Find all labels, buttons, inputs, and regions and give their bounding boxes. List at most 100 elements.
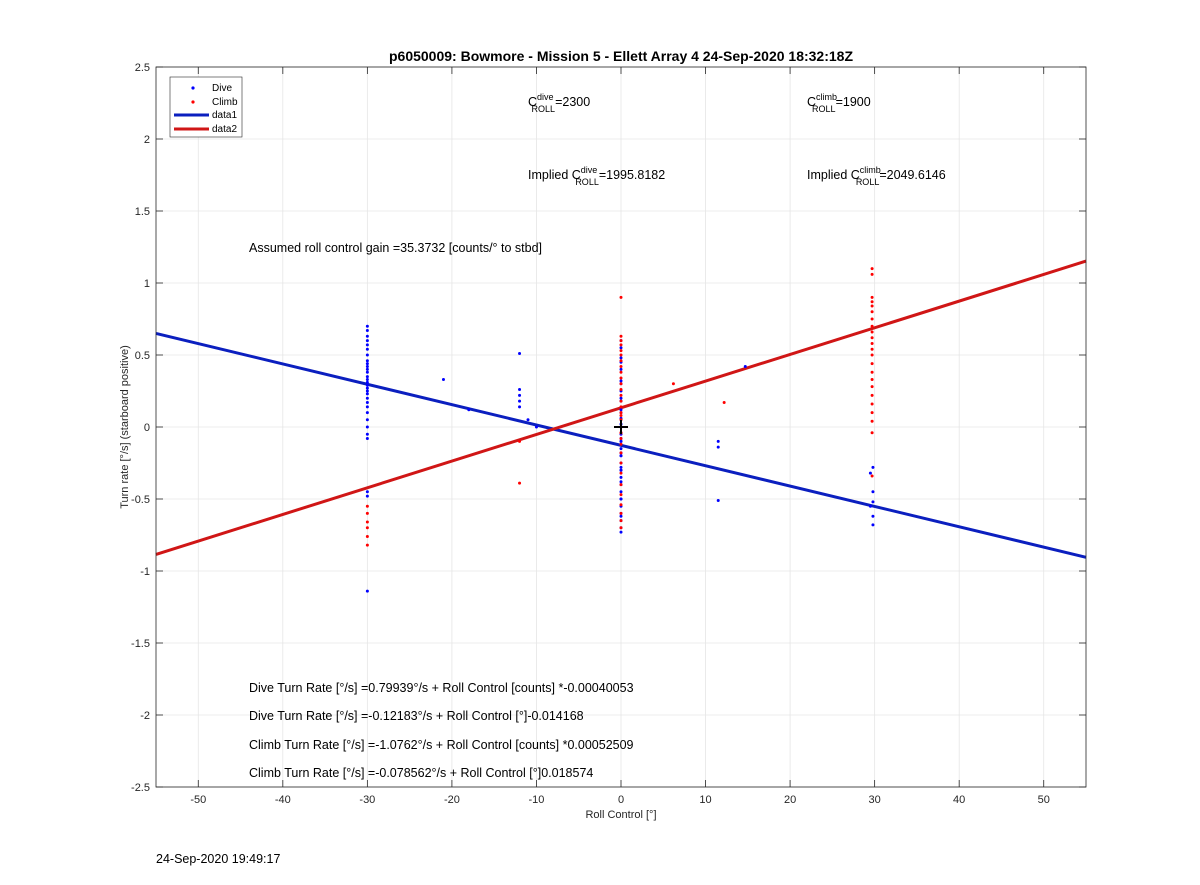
climb-point bbox=[619, 411, 623, 415]
climb-point bbox=[365, 511, 369, 515]
dive-point bbox=[467, 408, 471, 412]
climb-point bbox=[619, 393, 623, 397]
dive-point bbox=[365, 386, 369, 390]
dive-point bbox=[526, 418, 530, 422]
dive-point bbox=[365, 437, 369, 441]
dive-point bbox=[868, 471, 872, 475]
dive-point bbox=[365, 370, 369, 374]
dive-point bbox=[871, 500, 875, 504]
legend-dive-label: Dive bbox=[212, 83, 232, 94]
dive-point bbox=[365, 392, 369, 396]
data-points bbox=[365, 267, 875, 593]
climb-point bbox=[365, 543, 369, 547]
y-tick-label: 0.5 bbox=[135, 350, 150, 362]
climb-point bbox=[870, 419, 874, 423]
dive-point bbox=[619, 356, 623, 360]
dive-point bbox=[871, 465, 875, 469]
climb-point bbox=[619, 370, 623, 374]
climb-point bbox=[619, 349, 623, 353]
climb-point bbox=[619, 382, 623, 386]
dive-point bbox=[619, 468, 623, 472]
dive-point bbox=[743, 365, 747, 369]
x-tick-label: 10 bbox=[699, 794, 711, 806]
climb-point bbox=[619, 493, 623, 497]
dive-point bbox=[365, 432, 369, 436]
legend-box bbox=[169, 76, 243, 138]
climb-point bbox=[619, 343, 623, 347]
x-tick-label: 20 bbox=[784, 794, 796, 806]
climb-point bbox=[619, 442, 623, 446]
dive-point bbox=[365, 367, 369, 371]
dive-point bbox=[365, 324, 369, 328]
legend: Dive Climb data1 data2 bbox=[169, 76, 243, 138]
dive-point bbox=[365, 329, 369, 333]
climb-point bbox=[870, 324, 874, 328]
climb-point bbox=[870, 272, 874, 276]
dive-point bbox=[365, 383, 369, 387]
climb-point bbox=[870, 341, 874, 345]
dive-point bbox=[365, 425, 369, 429]
dive-counts-equation: Dive Turn Rate [°/s] =0.79939°/s + Roll … bbox=[249, 681, 634, 695]
y-tick-label: -1.5 bbox=[131, 638, 150, 650]
dive-point bbox=[619, 465, 623, 469]
climb-point bbox=[870, 385, 874, 389]
climb-point bbox=[870, 336, 874, 340]
dive-point bbox=[619, 497, 623, 501]
climb-point bbox=[619, 503, 623, 507]
chart-title: p6050009: Bowmore - Mission 5 - Ellett A… bbox=[389, 48, 853, 64]
dive-point bbox=[716, 498, 720, 502]
climb-point bbox=[619, 483, 623, 487]
y-tick-label: -2.5 bbox=[131, 782, 150, 794]
dive-point bbox=[619, 480, 623, 484]
x-tick-label: -10 bbox=[529, 794, 545, 806]
y-tick-label: 1 bbox=[144, 278, 150, 290]
dive-point bbox=[365, 490, 369, 494]
roll-gain-annotation: Assumed roll control gain =35.3732 [coun… bbox=[249, 241, 542, 255]
dive-point bbox=[365, 380, 369, 384]
dive-point bbox=[365, 343, 369, 347]
dive-point bbox=[365, 418, 369, 422]
x-tick-label: 0 bbox=[618, 794, 624, 806]
climb-point bbox=[619, 353, 623, 357]
climb-point bbox=[619, 399, 623, 403]
climb-degrees-equation: Climb Turn Rate [°/s] =-0.078562°/s + Ro… bbox=[249, 766, 593, 780]
climb-point bbox=[619, 405, 623, 409]
climb-point bbox=[619, 511, 623, 515]
climb-point bbox=[619, 365, 623, 369]
y-tick-label: 2 bbox=[144, 134, 150, 146]
climb-point bbox=[619, 339, 623, 343]
dive-point bbox=[518, 399, 522, 403]
x-tick-label: 30 bbox=[869, 794, 881, 806]
climb-point bbox=[619, 376, 623, 380]
dive-degrees-equation: Dive Turn Rate [°/s] =-0.12183°/s + Roll… bbox=[249, 709, 584, 723]
dive-point bbox=[365, 359, 369, 363]
climb-point bbox=[870, 474, 874, 478]
legend-data1-label: data1 bbox=[212, 110, 237, 121]
dive-point bbox=[365, 362, 369, 366]
dive-point bbox=[619, 447, 623, 451]
dive-point bbox=[871, 514, 875, 518]
climb-point bbox=[619, 334, 623, 338]
climb-point bbox=[870, 402, 874, 406]
climb-point bbox=[365, 504, 369, 508]
y-tick-label: 0 bbox=[144, 422, 150, 434]
dive-point bbox=[441, 377, 445, 381]
dive-point bbox=[365, 401, 369, 405]
climb-point bbox=[619, 388, 623, 392]
implied-c-roll-climb-annotation: Implied Cclimb ROLL=2049.6146 bbox=[807, 165, 946, 187]
y-tick-label: 2.5 bbox=[135, 62, 150, 74]
climb-point bbox=[870, 431, 874, 435]
climb-point bbox=[870, 317, 874, 321]
climb-point bbox=[619, 437, 623, 441]
dive-point bbox=[365, 396, 369, 400]
dive-point bbox=[619, 454, 623, 458]
x-tick-label: -20 bbox=[444, 794, 460, 806]
legend-climb-label: Climb bbox=[212, 97, 238, 108]
climb-point bbox=[619, 359, 623, 363]
y-axis-label: Turn rate [°/s] (starboard positive) bbox=[119, 345, 131, 509]
climb-point bbox=[619, 451, 623, 455]
climb-point bbox=[518, 481, 522, 485]
dive-point bbox=[365, 365, 369, 369]
dive-point bbox=[871, 523, 875, 527]
